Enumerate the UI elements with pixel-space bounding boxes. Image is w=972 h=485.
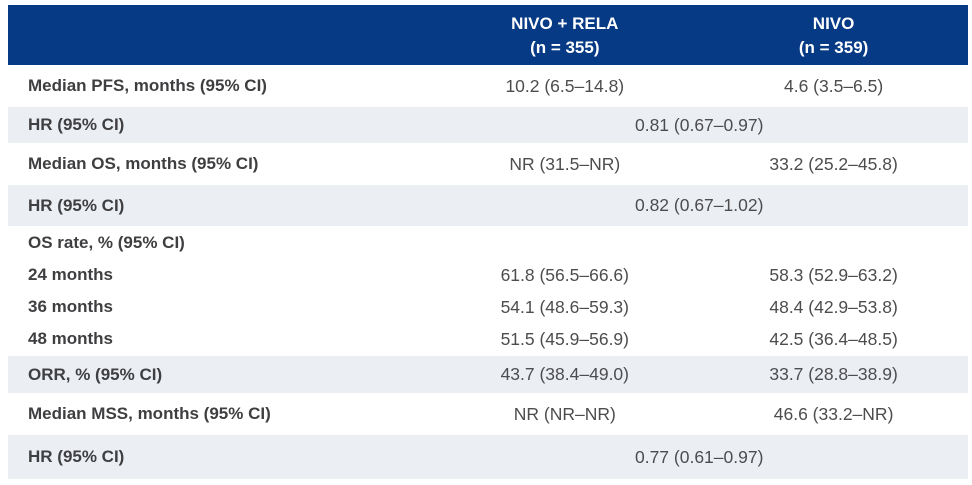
table-row-hr-mss: HR (95% CI) 0.77 (0.61–0.97)	[8, 435, 968, 479]
table-row-os-48-months: 48 months 51.5 (45.9–56.9) 42.5 (36.4–48…	[8, 323, 968, 355]
header-spacer-cell	[8, 5, 430, 65]
row-value-nivo-rela: 51.5 (45.9–56.9)	[500, 328, 629, 349]
row-value-nivo: 33.7 (28.8–38.9)	[769, 364, 898, 384]
row-label: HR (95% CI)	[28, 195, 125, 215]
table-row-median-mss: Median MSS, months (95% CI) NR (NR–NR) 4…	[8, 393, 968, 435]
row-label: 48 months	[28, 329, 114, 348]
table-row-orr: ORR, % (95% CI) 43.7 (38.4–49.0) 33.7 (2…	[8, 356, 968, 393]
row-value-nivo: 4.6 (3.5–6.5)	[783, 75, 884, 96]
row-value-nivo-rela: NR (NR–NR)	[513, 403, 616, 424]
table-row-hr-os: HR (95% CI) 0.82 (0.67–1.02)	[8, 185, 968, 226]
row-label: 24 months	[28, 265, 114, 284]
table-row-hr-pfs: HR (95% CI) 0.81 (0.67–0.97)	[8, 107, 968, 143]
table-row-os-24-months: 24 months 61.8 (56.5–66.6) 58.3 (52.9–63…	[8, 259, 968, 291]
row-label: HR (95% CI)	[28, 447, 125, 466]
row-value-nivo: 42.5 (36.4–48.5)	[769, 328, 898, 349]
row-value-nivo-rela: 43.7 (38.4–49.0)	[500, 364, 629, 384]
column-header-nivo: NIVO (n = 359)	[699, 5, 968, 65]
row-value-span: 0.77 (0.61–0.97)	[634, 446, 764, 467]
column-header-nivo-rela: NIVO + RELA (n = 355)	[430, 5, 699, 65]
column-header-nivo-rela-n: (n = 355)	[530, 37, 600, 57]
row-value-span: 0.82 (0.67–1.02)	[634, 195, 764, 215]
table-row-os-36-months: 36 months 54.1 (48.6–59.3) 48.4 (42.9–53…	[8, 291, 968, 323]
table-header-row: NIVO + RELA (n = 355) NIVO (n = 359)	[8, 5, 968, 65]
table-group-os-rate: OS rate, % (95% CI) 24 months 61.8 (56.5…	[8, 226, 968, 356]
row-label: Median PFS, months (95% CI)	[28, 76, 267, 95]
row-value-nivo: 48.4 (42.9–53.8)	[769, 296, 898, 317]
row-value-nivo: 33.2 (25.2–45.8)	[769, 153, 898, 174]
row-label: OS rate, % (95% CI)	[28, 233, 185, 252]
row-value-nivo-rela: 61.8 (56.5–66.6)	[500, 264, 629, 285]
row-label: HR (95% CI)	[28, 115, 125, 134]
column-header-nivo-name: NIVO	[812, 13, 855, 33]
row-value-nivo-rela: 54.1 (48.6–59.3)	[500, 296, 629, 317]
row-value-nivo: 46.6 (33.2–NR)	[773, 403, 894, 424]
column-header-nivo-n: (n = 359)	[798, 37, 869, 57]
row-label: 36 months	[28, 297, 114, 316]
group-header-line: OS rate, % (95% CI)	[8, 227, 968, 259]
results-table: NIVO + RELA (n = 355) NIVO (n = 359) Med…	[8, 5, 968, 479]
row-value-nivo-rela: NR (31.5–NR)	[509, 153, 621, 174]
row-label: ORR, % (95% CI)	[28, 364, 163, 384]
row-label: Median MSS, months (95% CI)	[28, 404, 271, 423]
table-row-median-pfs: Median PFS, months (95% CI) 10.2 (6.5–14…	[8, 65, 968, 107]
row-value-nivo: 58.3 (52.9–63.2)	[769, 264, 898, 285]
column-header-nivo-rela-name: NIVO + RELA	[511, 13, 619, 33]
row-value-nivo-rela: 10.2 (6.5–14.8)	[505, 75, 625, 96]
table-row-median-os: Median OS, months (95% CI) NR (31.5–NR) …	[8, 143, 968, 185]
row-value-span: 0.81 (0.67–0.97)	[634, 114, 764, 135]
row-label: Median OS, months (95% CI)	[28, 154, 259, 173]
